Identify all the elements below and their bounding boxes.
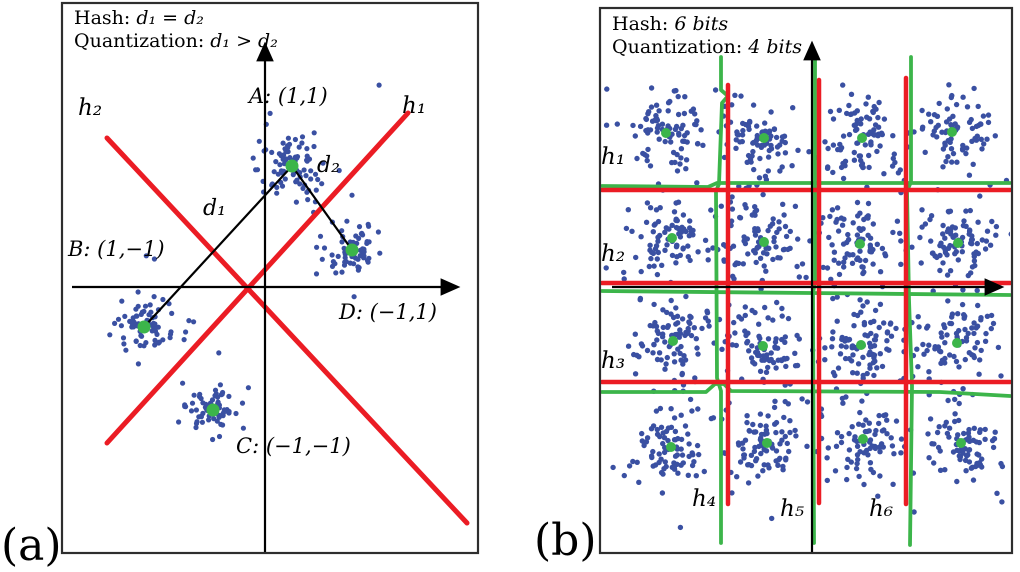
- centroid-r1c4: [947, 127, 957, 137]
- cluster-r1c3-dots: [806, 82, 907, 190]
- panel-b-border: [598, 6, 1014, 555]
- cluster-centroids: [137, 159, 359, 417]
- panel-tag-a: (a): [1, 520, 62, 571]
- centroid-B: [137, 320, 151, 334]
- centroid-r4c3: [858, 434, 868, 444]
- cluster-A-dots: [250, 82, 382, 205]
- centroid-r3c2: [758, 341, 768, 351]
- cluster-r2c4-dots: [898, 182, 1010, 294]
- cluster-label-C: C: (−1,−1): [236, 434, 351, 458]
- cluster-r1c4-dots: [895, 82, 1010, 213]
- centroid-r4c1: [666, 442, 676, 452]
- hyperplane-label-b-h5: h₅: [780, 496, 805, 522]
- hyperplane-label-b-h6: h₆: [869, 496, 894, 522]
- cluster-r3c1-dots: [625, 279, 731, 394]
- centroid-r3c4: [952, 338, 962, 348]
- quantization-boundary-5: [600, 289, 1012, 297]
- hyperplane-label-b-h2: h₂: [601, 241, 626, 267]
- axes: [612, 40, 1005, 552]
- distance-line-d2: [291, 165, 353, 251]
- hyperplane-label-b-h3: h₃: [601, 348, 626, 374]
- panel-a-caption-line1: Hash: d₁ = d₂: [74, 7, 204, 29]
- hyperplane-label-b-h1: h₁: [601, 144, 626, 170]
- hyperplane-label-h2: h₂: [78, 95, 103, 121]
- panel-a-border: [60, 1, 480, 555]
- cluster-r1c1-dots: [603, 85, 728, 174]
- distance-label-d1: d₁: [203, 196, 226, 221]
- centroid-r1c1: [661, 128, 671, 138]
- cluster-r4c2-dots: [679, 370, 830, 522]
- distance-line-d1: [143, 165, 293, 328]
- hyperplane-h1: [104, 110, 411, 446]
- centroid-r4c2: [762, 438, 772, 448]
- cluster-label-A: A: (1,1): [249, 84, 328, 108]
- cluster-centroids: [661, 127, 966, 452]
- centroid-r4c4: [956, 438, 966, 448]
- panel-b-caption-line2: Quantization: 4 bits: [612, 36, 803, 58]
- distance-lines: [143, 165, 353, 328]
- quantization-boundary-4: [600, 181, 1012, 189]
- distance-label-d2: d₂: [317, 153, 340, 178]
- centroid-r1c3: [857, 133, 867, 143]
- quantization-boundary-2: [811, 58, 817, 545]
- centroid-C: [206, 403, 220, 417]
- cluster-r4c3-dots: [804, 370, 917, 515]
- centroid-r3c3: [856, 340, 866, 350]
- axes: [72, 41, 461, 552]
- hyperplane-label-b-h4: h₄: [692, 486, 717, 512]
- cluster-C-dots: [176, 350, 251, 443]
- cluster-r4c1-dots: [610, 388, 728, 531]
- cluster-D-dots: [311, 192, 383, 300]
- hyperplane-label-h1: h₁: [402, 93, 427, 119]
- centroid-r3c1: [668, 336, 678, 346]
- quantization-boundary-6: [600, 382, 1012, 398]
- centroid-D: [345, 243, 359, 257]
- centroid-r2c3: [855, 239, 865, 249]
- centroid-A: [285, 159, 299, 173]
- panel-tag-b: (b): [534, 515, 597, 566]
- panel-b-caption: Hash: 6 bits Quantization: 4 bits: [612, 13, 802, 59]
- cluster-r3c3-dots: [814, 282, 932, 455]
- cluster-dots: [107, 82, 383, 443]
- cluster-r3c2-dots: [675, 299, 823, 405]
- centroid-r2c4: [953, 238, 963, 248]
- cluster-label-D: D: (−1,1): [339, 300, 437, 324]
- panel-b-caption-line1: Hash: 6 bits: [612, 13, 729, 35]
- centroid-r2c1: [667, 233, 677, 243]
- panel-a-caption: Hash: d₁ = d₂ Quantization: d₁ > d₂: [74, 7, 278, 53]
- centroid-r2c2: [759, 237, 769, 247]
- panel-a-caption-line2: Quantization: d₁ > d₂: [74, 30, 278, 52]
- hyperplane-h2: [104, 135, 470, 526]
- hash-hyperplanes-a: [104, 110, 470, 526]
- centroid-r1c2: [759, 133, 769, 143]
- hash-hyperplanes-b: [599, 75, 1013, 507]
- cluster-dots: [603, 82, 1010, 531]
- cluster-label-B: B: (1,−1): [68, 237, 165, 261]
